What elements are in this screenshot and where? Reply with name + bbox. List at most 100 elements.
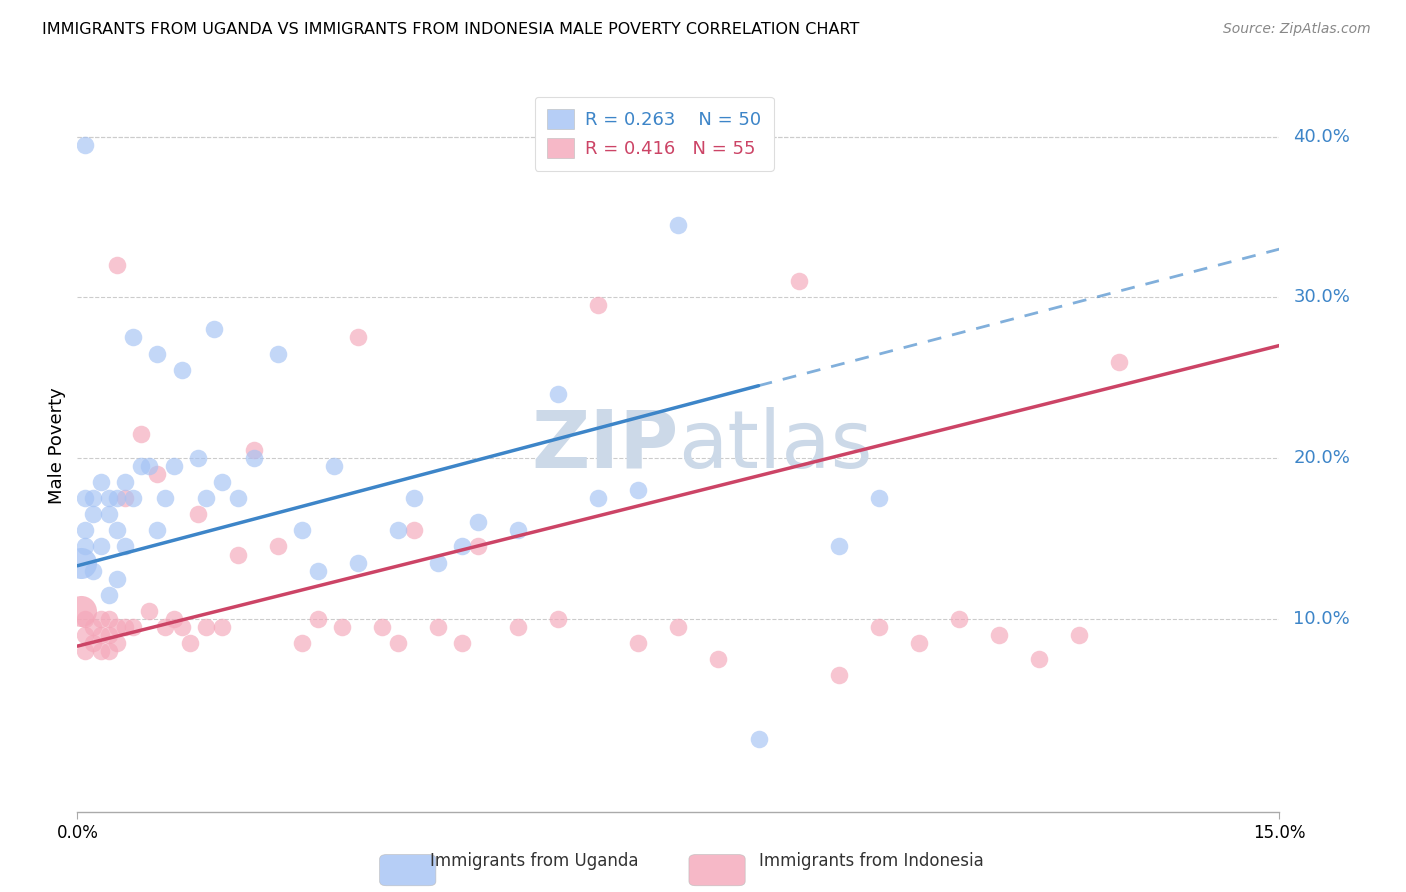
Point <box>211 475 233 490</box>
Point <box>451 540 474 554</box>
Text: Immigrants from Indonesia: Immigrants from Indonesia <box>759 852 984 870</box>
Point <box>402 524 425 538</box>
Point <box>828 668 851 682</box>
Point <box>107 491 129 506</box>
Point <box>868 620 890 634</box>
Point <box>107 572 129 586</box>
Point <box>70 556 93 570</box>
Point <box>90 628 112 642</box>
Point <box>114 491 136 506</box>
Point <box>588 491 610 506</box>
Point <box>82 491 104 506</box>
Point <box>82 636 104 650</box>
Point <box>547 386 569 401</box>
Point <box>107 620 129 634</box>
Point <box>291 524 314 538</box>
Point <box>668 620 690 634</box>
Point <box>146 524 169 538</box>
Point <box>707 652 730 666</box>
Point <box>75 491 97 506</box>
Point <box>194 620 217 634</box>
Point <box>948 612 970 626</box>
Point <box>211 620 233 634</box>
Text: ZIP: ZIP <box>531 407 679 485</box>
Point <box>371 620 394 634</box>
Point <box>291 636 314 650</box>
Point <box>146 467 169 482</box>
Point <box>131 459 153 474</box>
Point <box>387 524 409 538</box>
Point <box>107 258 129 272</box>
Point <box>98 628 121 642</box>
Point <box>467 516 489 530</box>
Point <box>508 524 530 538</box>
Point <box>98 612 121 626</box>
Point <box>226 548 249 562</box>
Point <box>155 620 177 634</box>
Point <box>146 346 169 360</box>
Point <box>226 491 249 506</box>
Point <box>75 612 97 626</box>
Point <box>122 330 145 344</box>
Point <box>908 636 931 650</box>
Text: 10.0%: 10.0% <box>1294 610 1350 628</box>
Point <box>162 459 184 474</box>
Point <box>427 620 450 634</box>
Point <box>267 346 290 360</box>
Point <box>82 564 104 578</box>
Point <box>138 604 160 618</box>
Point <box>122 620 145 634</box>
Point <box>70 604 93 618</box>
Legend: R = 0.263    N = 50, R = 0.416   N = 55: R = 0.263 N = 50, R = 0.416 N = 55 <box>534 96 775 170</box>
Point <box>98 588 121 602</box>
Point <box>170 362 193 376</box>
Point <box>131 426 153 441</box>
Point <box>194 491 217 506</box>
Point <box>75 524 97 538</box>
Point <box>75 644 97 658</box>
Point <box>122 491 145 506</box>
Point <box>668 218 690 232</box>
Point <box>90 475 112 490</box>
Point <box>138 459 160 474</box>
Point <box>202 322 225 336</box>
Point <box>242 451 264 466</box>
Point <box>627 636 650 650</box>
Point <box>107 524 129 538</box>
Point <box>267 540 290 554</box>
Point <box>868 491 890 506</box>
Point <box>330 620 353 634</box>
Point <box>98 491 121 506</box>
Point <box>322 459 344 474</box>
Text: 40.0%: 40.0% <box>1294 128 1350 145</box>
Point <box>307 564 329 578</box>
Point <box>114 620 136 634</box>
Point <box>402 491 425 506</box>
Point <box>427 556 450 570</box>
Point <box>170 620 193 634</box>
Y-axis label: Male Poverty: Male Poverty <box>48 388 66 504</box>
Point <box>467 540 489 554</box>
Point <box>75 628 97 642</box>
Point <box>627 483 650 498</box>
Point <box>186 508 209 522</box>
Point <box>162 612 184 626</box>
Text: atlas: atlas <box>679 407 873 485</box>
Point <box>387 636 409 650</box>
Point <box>75 137 97 152</box>
Point <box>307 612 329 626</box>
Text: Source: ZipAtlas.com: Source: ZipAtlas.com <box>1223 22 1371 37</box>
Point <box>988 628 1011 642</box>
Point <box>90 540 112 554</box>
Point <box>90 644 112 658</box>
Point <box>98 644 121 658</box>
Point <box>1069 628 1091 642</box>
Point <box>82 508 104 522</box>
Point <box>107 636 129 650</box>
Text: 20.0%: 20.0% <box>1294 449 1350 467</box>
Text: IMMIGRANTS FROM UGANDA VS IMMIGRANTS FROM INDONESIA MALE POVERTY CORRELATION CHA: IMMIGRANTS FROM UGANDA VS IMMIGRANTS FRO… <box>42 22 859 37</box>
Point <box>186 451 209 466</box>
Point <box>347 556 370 570</box>
Point <box>547 612 569 626</box>
Point <box>1028 652 1050 666</box>
